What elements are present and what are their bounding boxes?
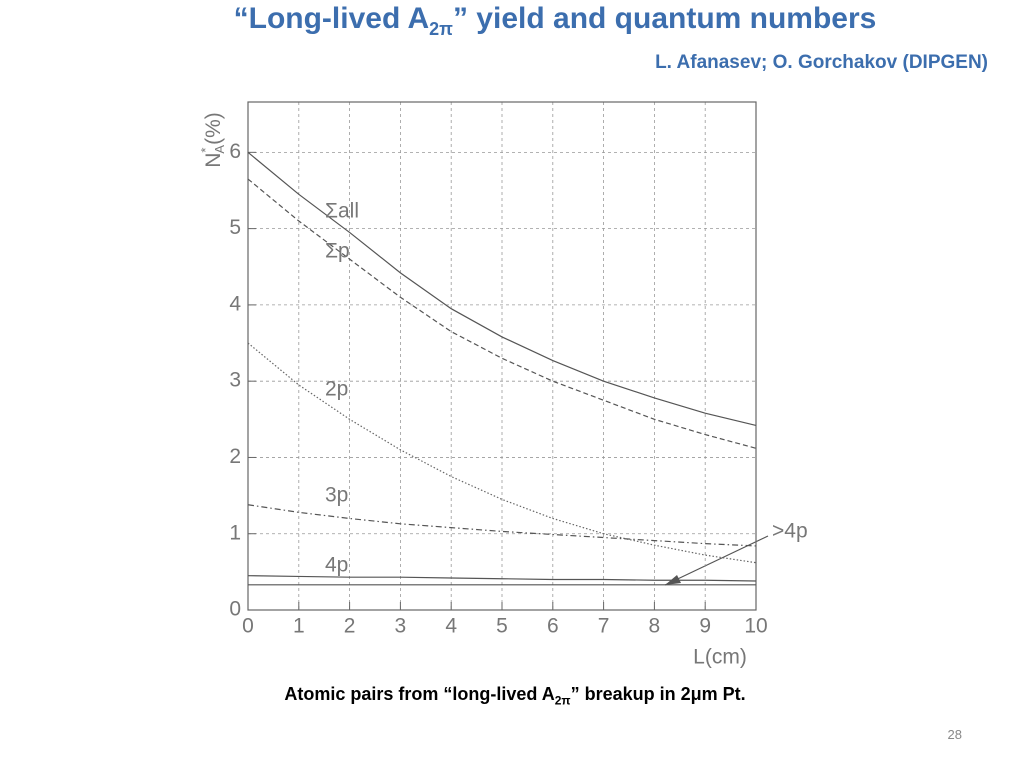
- series-label: 2p: [325, 378, 348, 401]
- x-tick-label: 3: [395, 615, 407, 638]
- y-tick-label: 4: [229, 292, 241, 315]
- x-axis-label: L(cm): [693, 646, 747, 669]
- x-tick-label: 0: [242, 615, 254, 638]
- y-label-base: N: [202, 153, 225, 168]
- series-label: 4p: [325, 554, 348, 577]
- x-tick-label: 7: [598, 615, 610, 638]
- series-line: [247, 151, 757, 426]
- y-label-sup: *: [198, 148, 213, 153]
- x-tick-label: 4: [445, 615, 457, 638]
- plot-frame: [247, 101, 757, 611]
- y-label-sub: A: [212, 145, 227, 154]
- slide-title: “Long-lived A2π” yield and quantum numbe…: [0, 2, 1024, 40]
- annotation-arrow: [664, 535, 769, 586]
- series-line: [247, 575, 757, 582]
- caption-text: Atomic pairs from “long-lived A: [284, 684, 555, 704]
- y-tick-label: 0: [229, 598, 241, 621]
- y-axis-label: N*A(%): [198, 112, 227, 168]
- authors: L. Afanasev; O. Gorchakov (DIPGEN): [655, 52, 988, 73]
- x-tick-label: 9: [699, 615, 711, 638]
- y-tick-label: 1: [229, 521, 241, 544]
- y-tick-label: 6: [229, 140, 241, 163]
- title-subscript: 2π: [429, 19, 453, 39]
- y-tick-label: 2: [229, 445, 241, 468]
- series-label: Σp: [325, 240, 350, 263]
- caption-subscript: 2π: [554, 693, 571, 708]
- y-tick-label: 5: [229, 216, 241, 239]
- page-number: 28: [947, 727, 962, 742]
- series-line: [247, 178, 757, 449]
- y-label-unit: (%): [202, 112, 225, 145]
- series-line: [247, 504, 757, 547]
- caption-text: ” breakup in 2μm Pt.: [570, 684, 746, 704]
- x-tick-label: 5: [496, 615, 508, 638]
- series-label: Σall: [325, 200, 359, 223]
- x-tick-label: 10: [744, 615, 767, 638]
- title-text: ” yield and quantum numbers: [452, 2, 877, 35]
- series-label: 3p: [325, 484, 348, 507]
- caption: Atomic pairs from “long-lived A2π” break…: [0, 684, 1024, 708]
- x-tick-label: 1: [293, 615, 305, 638]
- x-tick-label: 6: [547, 615, 559, 638]
- series-line: [247, 342, 757, 564]
- title-text: “Long-lived A: [233, 2, 430, 35]
- x-tick-label: 2: [344, 615, 356, 638]
- x-tick-label: 8: [649, 615, 661, 638]
- y-tick-label: 3: [229, 369, 241, 392]
- series-label: >4p: [772, 520, 808, 543]
